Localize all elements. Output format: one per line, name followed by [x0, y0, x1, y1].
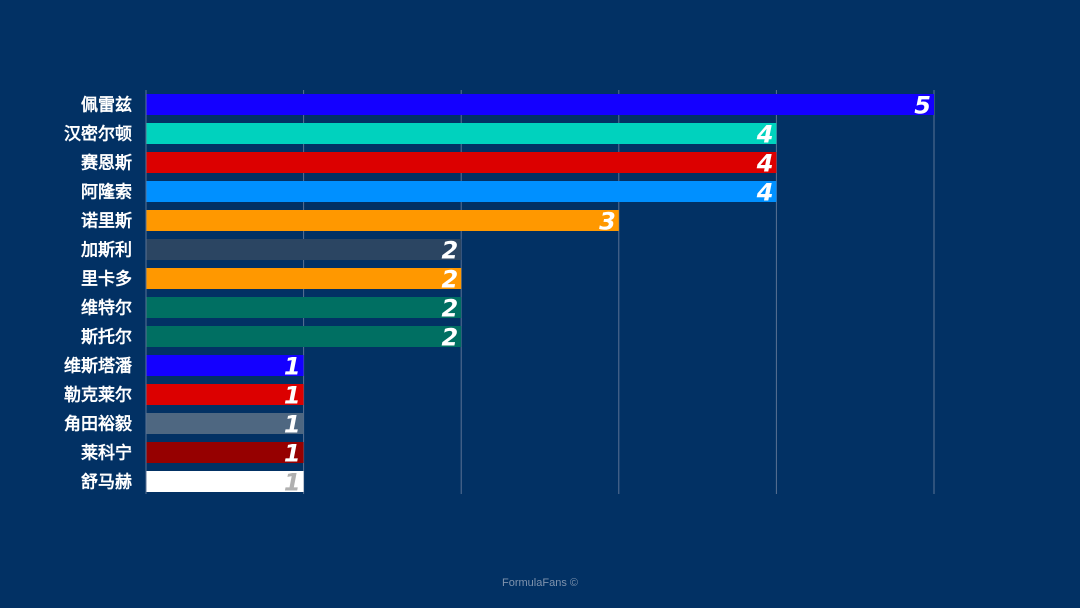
bar	[146, 413, 304, 434]
bar	[146, 471, 304, 492]
value-label: 1	[284, 411, 301, 439]
category-label: 勒克莱尔	[64, 385, 132, 406]
credit-text: FormulaFans ©	[0, 577, 1080, 589]
value-label: 1	[284, 440, 301, 468]
value-label: 1	[284, 469, 301, 497]
bar	[146, 384, 304, 405]
value-label: 4	[756, 150, 774, 178]
category-label: 角田裕毅	[64, 414, 133, 435]
category-label: 加斯利	[80, 240, 132, 261]
category-label: 维斯塔潘	[64, 356, 133, 377]
category-label: 阿隆索	[81, 182, 132, 203]
value-label: 1	[284, 353, 301, 381]
bar	[146, 355, 304, 376]
value-label: 2	[441, 295, 458, 323]
bar	[146, 94, 934, 115]
category-label: 斯托尔	[81, 327, 132, 348]
bar	[146, 268, 462, 289]
value-label: 4	[756, 121, 774, 149]
value-label: 2	[441, 237, 458, 265]
category-label: 汉密尔顿	[64, 124, 132, 145]
value-label: 2	[441, 266, 458, 294]
value-label: 5	[914, 92, 931, 120]
bar	[146, 442, 304, 463]
value-label: 2	[441, 324, 458, 352]
bar	[146, 123, 777, 144]
bar	[146, 239, 462, 260]
bar	[146, 152, 777, 173]
category-label: 舒马赫	[81, 472, 132, 493]
category-label: 佩雷兹	[81, 95, 132, 116]
bar	[146, 326, 462, 347]
value-label: 4	[756, 179, 774, 207]
category-label: 赛恩斯	[80, 153, 132, 174]
category-label: 维特尔	[81, 298, 132, 319]
bar	[146, 181, 777, 202]
credit-label: FormulaFans	[502, 577, 567, 589]
category-label: 莱科宁	[81, 443, 132, 464]
bar	[146, 210, 619, 231]
bar	[146, 297, 462, 318]
category-label: 诺里斯	[81, 211, 132, 232]
value-label: 3	[599, 208, 616, 236]
copyright-icon: ©	[569, 577, 578, 589]
category-label: 里卡多	[81, 269, 132, 290]
value-label: 1	[284, 382, 301, 410]
